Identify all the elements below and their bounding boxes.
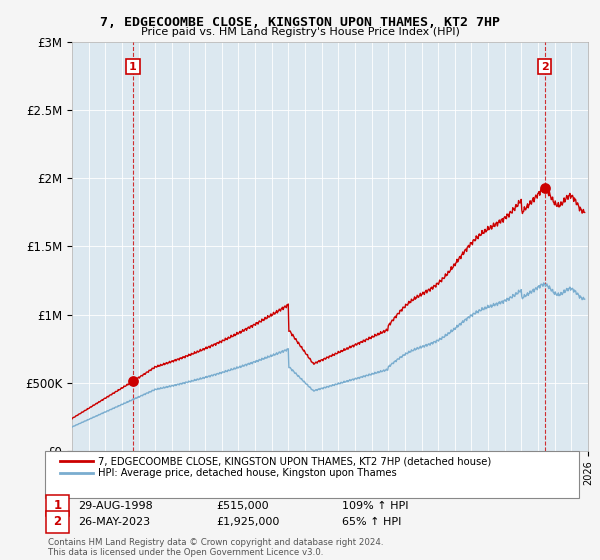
Text: 7, EDGECOOMBE CLOSE, KINGSTON UPON THAMES, KT2 7HP (detached house): 7, EDGECOOMBE CLOSE, KINGSTON UPON THAME…: [98, 456, 491, 466]
Text: 1: 1: [53, 499, 62, 512]
Point: [540, 184, 550, 193]
Text: 1: 1: [129, 62, 137, 72]
Text: Price paid vs. HM Land Registry's House Price Index (HPI): Price paid vs. HM Land Registry's House …: [140, 27, 460, 37]
Text: 65% ↑ HPI: 65% ↑ HPI: [342, 517, 401, 527]
Point: [128, 376, 138, 385]
Text: HPI: Average price, detached house, Kingston upon Thames: HPI: Average price, detached house, King…: [98, 468, 397, 478]
Text: 29-AUG-1998: 29-AUG-1998: [78, 501, 153, 511]
Text: £1,925,000: £1,925,000: [216, 517, 280, 527]
Text: £515,000: £515,000: [216, 501, 269, 511]
Text: 7, EDGECOOMBE CLOSE, KINGSTON UPON THAMES, KT2 7HP: 7, EDGECOOMBE CLOSE, KINGSTON UPON THAME…: [100, 16, 500, 29]
Text: 26-MAY-2023: 26-MAY-2023: [78, 517, 150, 527]
Text: 2: 2: [541, 62, 548, 72]
Text: 2: 2: [53, 515, 62, 529]
Text: Contains HM Land Registry data © Crown copyright and database right 2024.
This d: Contains HM Land Registry data © Crown c…: [48, 538, 383, 557]
Text: 109% ↑ HPI: 109% ↑ HPI: [342, 501, 409, 511]
